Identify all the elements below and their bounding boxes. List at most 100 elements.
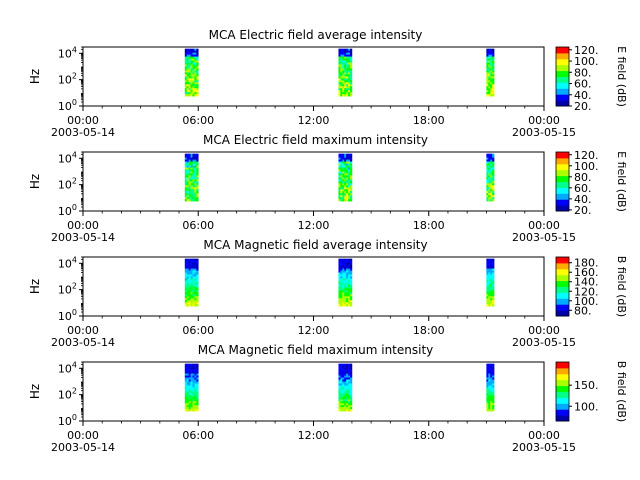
- spectrogram-cell: [350, 294, 353, 297]
- spectrogram-cell: [346, 197, 349, 200]
- spectrogram-cell: [346, 409, 349, 412]
- spectrogram-cell: [490, 393, 493, 396]
- spectrogram-cell: [346, 367, 349, 370]
- spectrogram-cell: [350, 66, 353, 69]
- spectrogram-cell: [188, 70, 191, 73]
- spectrogram-cell: [344, 383, 347, 386]
- spectrogram-cell: [338, 393, 341, 396]
- spectrogram-cell: [488, 395, 491, 398]
- spectrogram-cell: [348, 365, 351, 368]
- spectrogram-cell: [188, 397, 191, 400]
- colorbar-swatch: [556, 74, 569, 77]
- spectrogram-cell: [338, 90, 341, 93]
- spectrogram-cell: [348, 379, 351, 382]
- spectrogram-cell: [486, 393, 489, 396]
- spectrogram-cell: [190, 185, 193, 188]
- spectrogram-cell: [190, 405, 193, 408]
- spectrogram-cell: [188, 262, 191, 265]
- spectrogram-cell: [492, 381, 495, 384]
- spectrogram-cell: [194, 163, 197, 166]
- spectrogram-cell: [486, 72, 489, 75]
- spectrogram-cell: [344, 76, 347, 79]
- spectrogram-cell: [486, 397, 489, 400]
- spectrogram-cell: [184, 66, 188, 69]
- spectrogram-cell: [344, 377, 347, 380]
- spectrogram-cell: [348, 191, 351, 194]
- spectrogram-cell: [196, 185, 199, 188]
- colorbar-swatch: [556, 395, 569, 398]
- spectrogram-cell: [490, 189, 493, 192]
- spectrogram-cell: [338, 284, 341, 287]
- spectrogram-cell: [186, 383, 189, 386]
- spectrogram-cell: [194, 66, 197, 69]
- spectrogram-cell: [342, 294, 345, 297]
- spectrogram-cell: [342, 92, 345, 95]
- spectrogram-cell: [338, 78, 341, 81]
- spectrogram-cell: [192, 82, 195, 85]
- x-tick-time-label: 00:00: [528, 114, 560, 127]
- spectrogram-cell: [184, 60, 188, 63]
- spectrogram-cell: [340, 272, 343, 275]
- spectrogram-cell: [192, 70, 195, 73]
- spectrogram-cell: [192, 302, 195, 305]
- spectrogram-cell: [186, 280, 189, 283]
- spectrogram-cell: [490, 272, 493, 275]
- spectrogram-cell: [184, 197, 188, 200]
- spectrogram-cell: [184, 385, 188, 388]
- spectrogram-cell: [186, 56, 189, 59]
- spectrogram-cell: [346, 266, 349, 269]
- spectrogram-cell: [184, 286, 188, 289]
- spectrogram-cell: [486, 282, 489, 285]
- spectrogram-cell: [492, 76, 495, 79]
- spectrogram-cell: [486, 187, 489, 190]
- spectrogram-cell: [492, 153, 495, 156]
- spectrogram-cell: [350, 367, 353, 370]
- spectrogram-cell: [488, 276, 491, 279]
- spectrogram-cell: [196, 159, 199, 162]
- spectrogram-cell: [338, 197, 341, 200]
- spectrogram-cell: [344, 266, 347, 269]
- spectrogram-cell: [192, 161, 195, 164]
- spectrogram-cell: [486, 379, 489, 382]
- spectrogram-cell: [486, 62, 489, 65]
- spectrogram-cell: [342, 191, 345, 194]
- spectrogram-cell: [346, 193, 349, 196]
- spectrogram-cell: [342, 371, 345, 374]
- spectrogram-cell: [490, 399, 493, 402]
- spectrogram-cell: [184, 304, 188, 307]
- colorbar-swatch: [556, 52, 569, 56]
- spectrogram-cell: [196, 94, 199, 97]
- spectrogram-cell: [492, 276, 495, 279]
- x-tick-date-label: 2003-05-14: [51, 231, 115, 244]
- colorbar-frame: [555, 151, 570, 212]
- spectrogram-cell: [344, 363, 347, 366]
- spectrogram-cell: [348, 260, 351, 263]
- colorbar-swatch: [556, 58, 569, 62]
- spectrogram-cell: [340, 185, 343, 188]
- spectrogram-cell: [184, 157, 188, 160]
- colorbar-swatch: [556, 50, 569, 54]
- spectrogram-cell: [340, 82, 343, 85]
- spectrogram-cell: [188, 62, 191, 65]
- spectrogram-cell: [344, 60, 347, 63]
- spectrogram-cell: [190, 397, 193, 400]
- spectrogram-cell: [492, 163, 495, 166]
- spectrogram-cell: [196, 367, 199, 370]
- spectrogram-cell: [192, 78, 195, 81]
- spectrogram-cell: [350, 268, 353, 271]
- spectrogram-cell: [194, 286, 197, 289]
- spectrogram-cell: [344, 375, 347, 378]
- spectrogram-cell: [190, 407, 193, 410]
- spectrogram-cell: [196, 300, 199, 303]
- colorbar-swatch: [556, 163, 569, 167]
- spectrogram-cell: [196, 181, 199, 184]
- x-tick-time-label: 12:00: [298, 114, 330, 127]
- spectrogram-cell: [492, 195, 495, 198]
- spectrogram-cell: [344, 401, 347, 404]
- spectrogram-cell: [192, 278, 195, 281]
- spectrogram-cell: [486, 66, 489, 69]
- spectrogram-cell: [492, 260, 495, 263]
- spectrogram-cell: [490, 177, 493, 180]
- spectrogram-cell: [340, 381, 343, 384]
- spectrogram-cell: [186, 161, 189, 164]
